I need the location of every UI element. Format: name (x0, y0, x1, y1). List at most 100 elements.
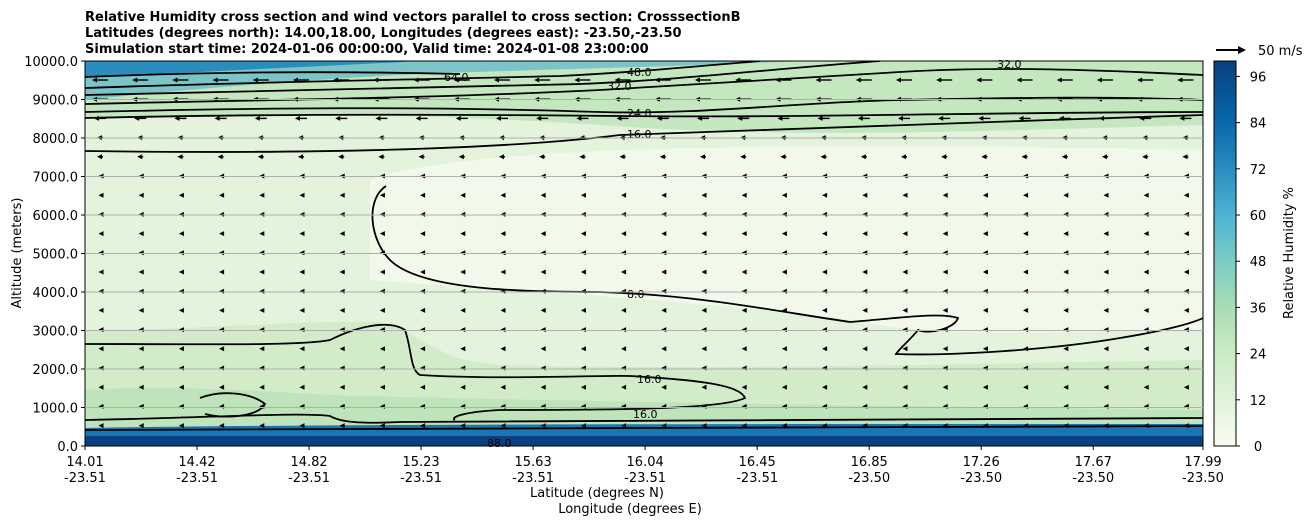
wind-vector-head (299, 307, 305, 313)
wind-vector-head (982, 384, 988, 390)
wind-vector-head (777, 115, 783, 121)
wind-vector-head (822, 211, 828, 217)
wind-vector-head (574, 77, 580, 83)
wind-vector-head (420, 307, 426, 313)
wind-vector-head (494, 77, 499, 83)
y-tick-label: 1000.0 (33, 402, 79, 417)
wind-vector-head (379, 250, 385, 256)
wind-vector-head (1023, 346, 1029, 352)
wind-vector-head (580, 211, 586, 217)
wind-vector-head (496, 115, 501, 121)
wind-vector-head (379, 231, 385, 237)
x-tick-label-lat: 14.42 (178, 455, 215, 470)
wind-vector-head (656, 115, 662, 121)
wind-vector-head (862, 307, 868, 313)
wind-vector-head (1143, 231, 1149, 237)
wind-vector-head (697, 115, 702, 121)
wind-vector-head (460, 307, 466, 313)
contour-88 (85, 425, 1203, 431)
wind-vector-head (1063, 423, 1069, 429)
wind-vector-head (822, 231, 828, 237)
x-tick-label-lat: 15.63 (515, 455, 552, 470)
wind-vector-head (1103, 269, 1109, 275)
wind-vector-head (659, 154, 665, 160)
wind-vector-head (339, 211, 345, 217)
y-tick-label: 5000.0 (33, 248, 79, 263)
wind-vector-head (539, 154, 545, 160)
wind-vector-head (942, 423, 948, 429)
wind-key-label: 50 m/s (1258, 44, 1303, 59)
wind-vector-head (1021, 154, 1027, 160)
wind-vector-head (259, 346, 265, 352)
wind-vector-head (540, 307, 546, 313)
wind-vector-head (339, 346, 345, 352)
wind-vector-head (982, 211, 988, 217)
wind-vector-head (98, 384, 104, 390)
y-tick-label: 8000.0 (33, 132, 79, 147)
wind-vector-head (1063, 384, 1069, 390)
rh-top-band-blue (85, 61, 420, 78)
wind-vector-head (132, 77, 138, 83)
colorbar-tick-label: 48 (1250, 255, 1267, 270)
wind-vector-head (896, 77, 901, 83)
wind-vector-head (1143, 250, 1149, 256)
wind-vector-head (822, 346, 828, 352)
wind-vector-head (781, 423, 787, 429)
wind-vector-head (499, 154, 504, 160)
wind-vector-head (781, 307, 787, 313)
colorbar-tick-label: 12 (1250, 394, 1267, 409)
wind-vector-head (460, 231, 466, 237)
wind-vector-head (420, 250, 426, 256)
wind-vector-head (259, 384, 265, 390)
wind-vector-head (1183, 269, 1189, 275)
wind-vector-head (781, 384, 787, 390)
wind-vector-head (701, 250, 707, 256)
wind-vector-head (1103, 384, 1109, 390)
x-tick-label-lon: -23.51 (736, 471, 778, 486)
x-axis-label-longitude: Longitude (degrees E) (558, 502, 702, 517)
wind-vector-head (661, 307, 667, 313)
wind-vector-head (174, 115, 180, 121)
wind-vector-head (212, 77, 218, 83)
wind-vector-head (299, 423, 305, 429)
wind-vector-head (138, 269, 144, 275)
chart-title-line-3: Simulation start time: 2024-01-06 00:00:… (85, 42, 649, 57)
wind-vector-head (540, 211, 546, 217)
wind-vector-head (862, 250, 868, 256)
contour-8 (371, 185, 1203, 356)
wind-vector-head (857, 115, 863, 121)
wind-vector-head (379, 192, 385, 198)
wind-vector-head (413, 77, 419, 83)
wind-vector-head (299, 192, 305, 198)
contour-label-8: 8.0 (627, 288, 645, 301)
wind-vector-head (621, 211, 627, 217)
wind-vector-head (375, 115, 381, 121)
colorbar (1213, 60, 1237, 447)
wind-vector-head (335, 115, 341, 121)
wind-vector-head (580, 192, 586, 198)
wind-vector-head (902, 192, 908, 198)
x-tick-label-lon: -23.51 (512, 471, 554, 486)
wind-vector-head (138, 250, 144, 256)
wind-vector-head (534, 77, 540, 83)
wind-vector-head (460, 423, 466, 429)
y-tick-label: 10000.0 (24, 55, 78, 70)
wind-vector-head (741, 211, 747, 217)
wind-vector-head (178, 231, 184, 237)
wind-vector-head (982, 346, 988, 352)
wind-vector-head (420, 269, 426, 275)
colorbar-label: Relative Humidity % (1282, 187, 1297, 319)
wind-vector-head (1063, 346, 1069, 352)
wind-vector-head (259, 211, 265, 217)
y-tick-label: 6000.0 (33, 209, 79, 224)
wind-vector-head (580, 384, 586, 390)
wind-vector-head (741, 384, 747, 390)
wind-vector-head (781, 192, 787, 198)
wind-vector-head (1103, 192, 1109, 198)
wind-vector-head (460, 211, 466, 217)
x-tick-label-lat: 16.04 (627, 455, 664, 470)
wind-vector-head (333, 77, 339, 83)
wind-vector-head (299, 384, 305, 390)
wind-vector-head (942, 192, 948, 198)
wind-vector-head (379, 307, 385, 313)
